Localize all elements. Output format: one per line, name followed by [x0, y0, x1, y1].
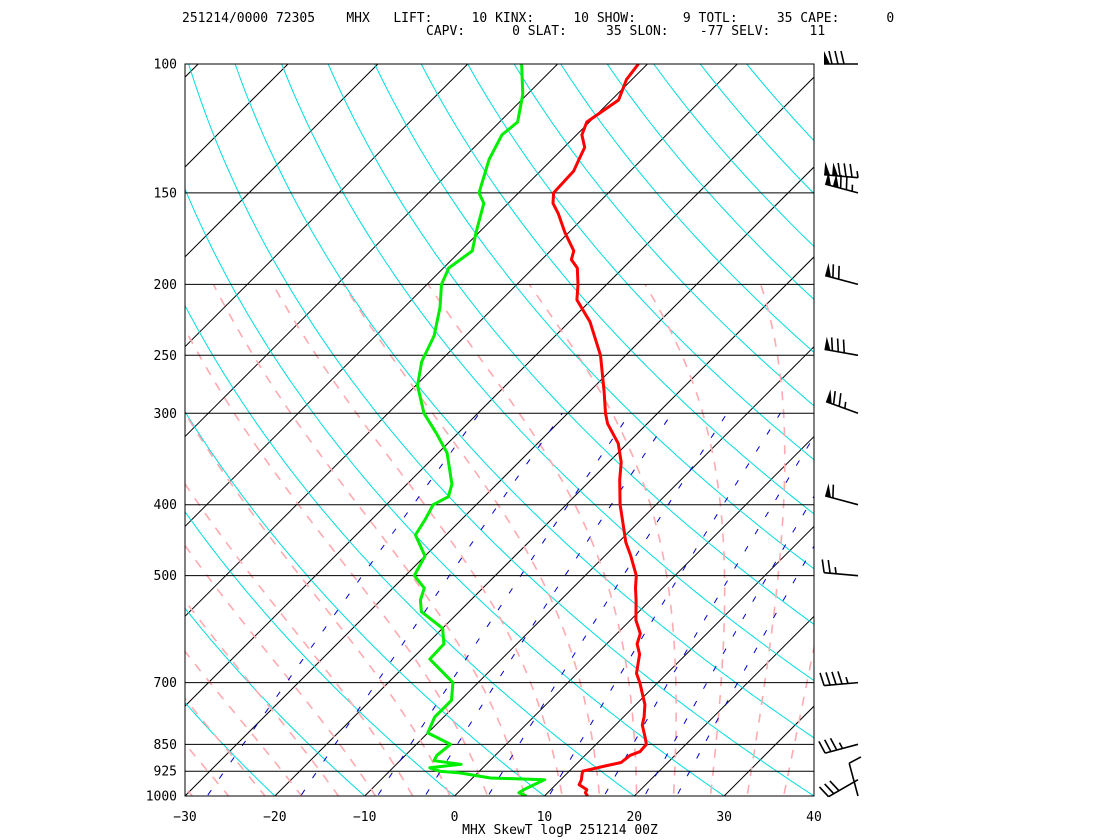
wind-barb	[818, 779, 859, 798]
dry-adiabat-line	[185, 510, 455, 796]
dry-adiabat-line	[327, 64, 814, 625]
isotherm-line	[364, 346, 814, 796]
pressure-tick-label: 400	[154, 498, 177, 513]
moist-adiabat-line	[746, 284, 786, 796]
moist-adiabat-line	[644, 283, 726, 796]
moist-adiabat-line	[185, 742, 230, 796]
moist-adiabat-line	[185, 411, 451, 796]
wind-barb	[819, 671, 859, 687]
dry-adiabat-line	[185, 701, 276, 796]
temperature-tick-label: −30	[173, 810, 196, 825]
header-line-1: 251214/0000 72305 MHX LIFT: 10 KINX: 10 …	[182, 11, 894, 26]
moist-adiabat-line	[185, 482, 414, 796]
pressure-tick-labels: 100 150 200 250 300 400 500 700 850 925 1000	[146, 58, 177, 805]
dry-adiabat-line	[185, 410, 545, 796]
wind-barb	[824, 171, 859, 194]
wind-barb	[818, 737, 859, 754]
isotherm-line	[185, 64, 379, 258]
wind-barb	[824, 262, 859, 286]
isotherm-line	[544, 525, 814, 796]
moist-adiabat-line	[0, 284, 170, 811]
isotherm-line	[185, 64, 558, 438]
dry-adiabat-line	[420, 64, 814, 515]
moist-adiabat-line	[185, 697, 267, 796]
temperature-tick-label: −20	[263, 810, 286, 825]
header-line-2: CAPV: 0 SLAT: 35 SLON: -77 SELV: 11	[426, 24, 825, 39]
mixing-ratio-line	[487, 413, 728, 796]
wind-barbs	[818, 50, 862, 798]
dry-adiabat-line	[0, 64, 95, 796]
temperature-tick-label: −10	[353, 810, 376, 825]
isotherm-line	[185, 64, 738, 617]
moist-adiabat-line	[185, 599, 340, 796]
mixing-ratio-line	[676, 545, 814, 796]
isobars	[185, 63, 814, 797]
plot-frame	[184, 63, 815, 797]
dewpoint-profile-line	[412, 64, 547, 796]
pressure-tick-label: 1000	[146, 790, 177, 805]
pressure-tick-label: 150	[154, 186, 177, 201]
isotherm-line	[185, 64, 469, 348]
chart-title: MHX SkewT logP 251214 00Z	[462, 823, 658, 838]
isotherm-line	[185, 64, 648, 528]
wind-barb	[824, 50, 858, 65]
isotherm-line	[185, 76, 814, 707]
dry-adiabat-line	[513, 64, 814, 407]
dry-adiabat-line	[188, 64, 814, 796]
moist-adiabat-line	[185, 544, 377, 796]
moist-adiabat-line	[185, 650, 303, 796]
dry-adiabat-line	[746, 64, 814, 142]
dry-adiabat-line	[606, 64, 814, 301]
pressure-tick-label: 250	[154, 349, 177, 364]
wind-barb	[821, 559, 859, 577]
moist-adiabat-line	[427, 283, 638, 796]
moist-adiabat-line	[185, 327, 489, 796]
isotherm-line	[723, 705, 814, 796]
temperature-tick-label: 30	[716, 810, 732, 825]
temperature-profile-line	[551, 64, 648, 796]
pressure-tick-label: 700	[154, 676, 177, 691]
temperature-tick-label: 40	[806, 810, 822, 825]
sounding-profiles	[412, 64, 648, 796]
moist-adiabat-line	[528, 283, 677, 796]
pressure-tick-label: 300	[154, 407, 177, 422]
isotherm-line	[274, 256, 814, 796]
wind-barb	[825, 389, 859, 415]
dry-adiabat-line	[699, 64, 814, 195]
dry-adiabat-line	[467, 64, 814, 461]
wind-barb	[824, 161, 859, 179]
mixing-ratio-line	[603, 435, 814, 796]
pressure-tick-label: 100	[154, 58, 177, 73]
background-grid	[0, 64, 814, 811]
moist-adiabat-line	[272, 284, 564, 796]
dry-adiabat-line	[281, 64, 814, 682]
mixing-ratio-line	[424, 413, 673, 796]
wind-barb	[824, 483, 859, 506]
mixing-ratio-line	[548, 413, 781, 796]
mixing-ratio-line	[300, 413, 563, 796]
isotherm-line	[813, 795, 814, 796]
temperature-tick-label: 20	[626, 810, 642, 825]
pressure-tick-label: 500	[154, 569, 177, 584]
dry-adiabat-line	[653, 64, 814, 248]
temperature-tick-label: 10	[537, 810, 553, 825]
temperature-tick-label: 0	[451, 810, 459, 825]
moist-adiabat-line	[342, 283, 601, 796]
pressure-tick-label: 850	[154, 738, 177, 753]
mixing-ratio-line	[376, 413, 631, 796]
wind-barb	[824, 336, 859, 357]
dry-adiabat-line	[185, 607, 366, 796]
moist-adiabat-line	[212, 284, 526, 796]
isotherm-line	[454, 435, 814, 796]
wind-barb	[848, 756, 862, 797]
isotherm-line	[633, 615, 814, 796]
pressure-tick-label: 200	[154, 278, 177, 293]
temperature-tick-labels: −30 −20 −10 0 10 20 30 40	[173, 810, 822, 825]
pressure-tick-label: 925	[154, 765, 177, 780]
